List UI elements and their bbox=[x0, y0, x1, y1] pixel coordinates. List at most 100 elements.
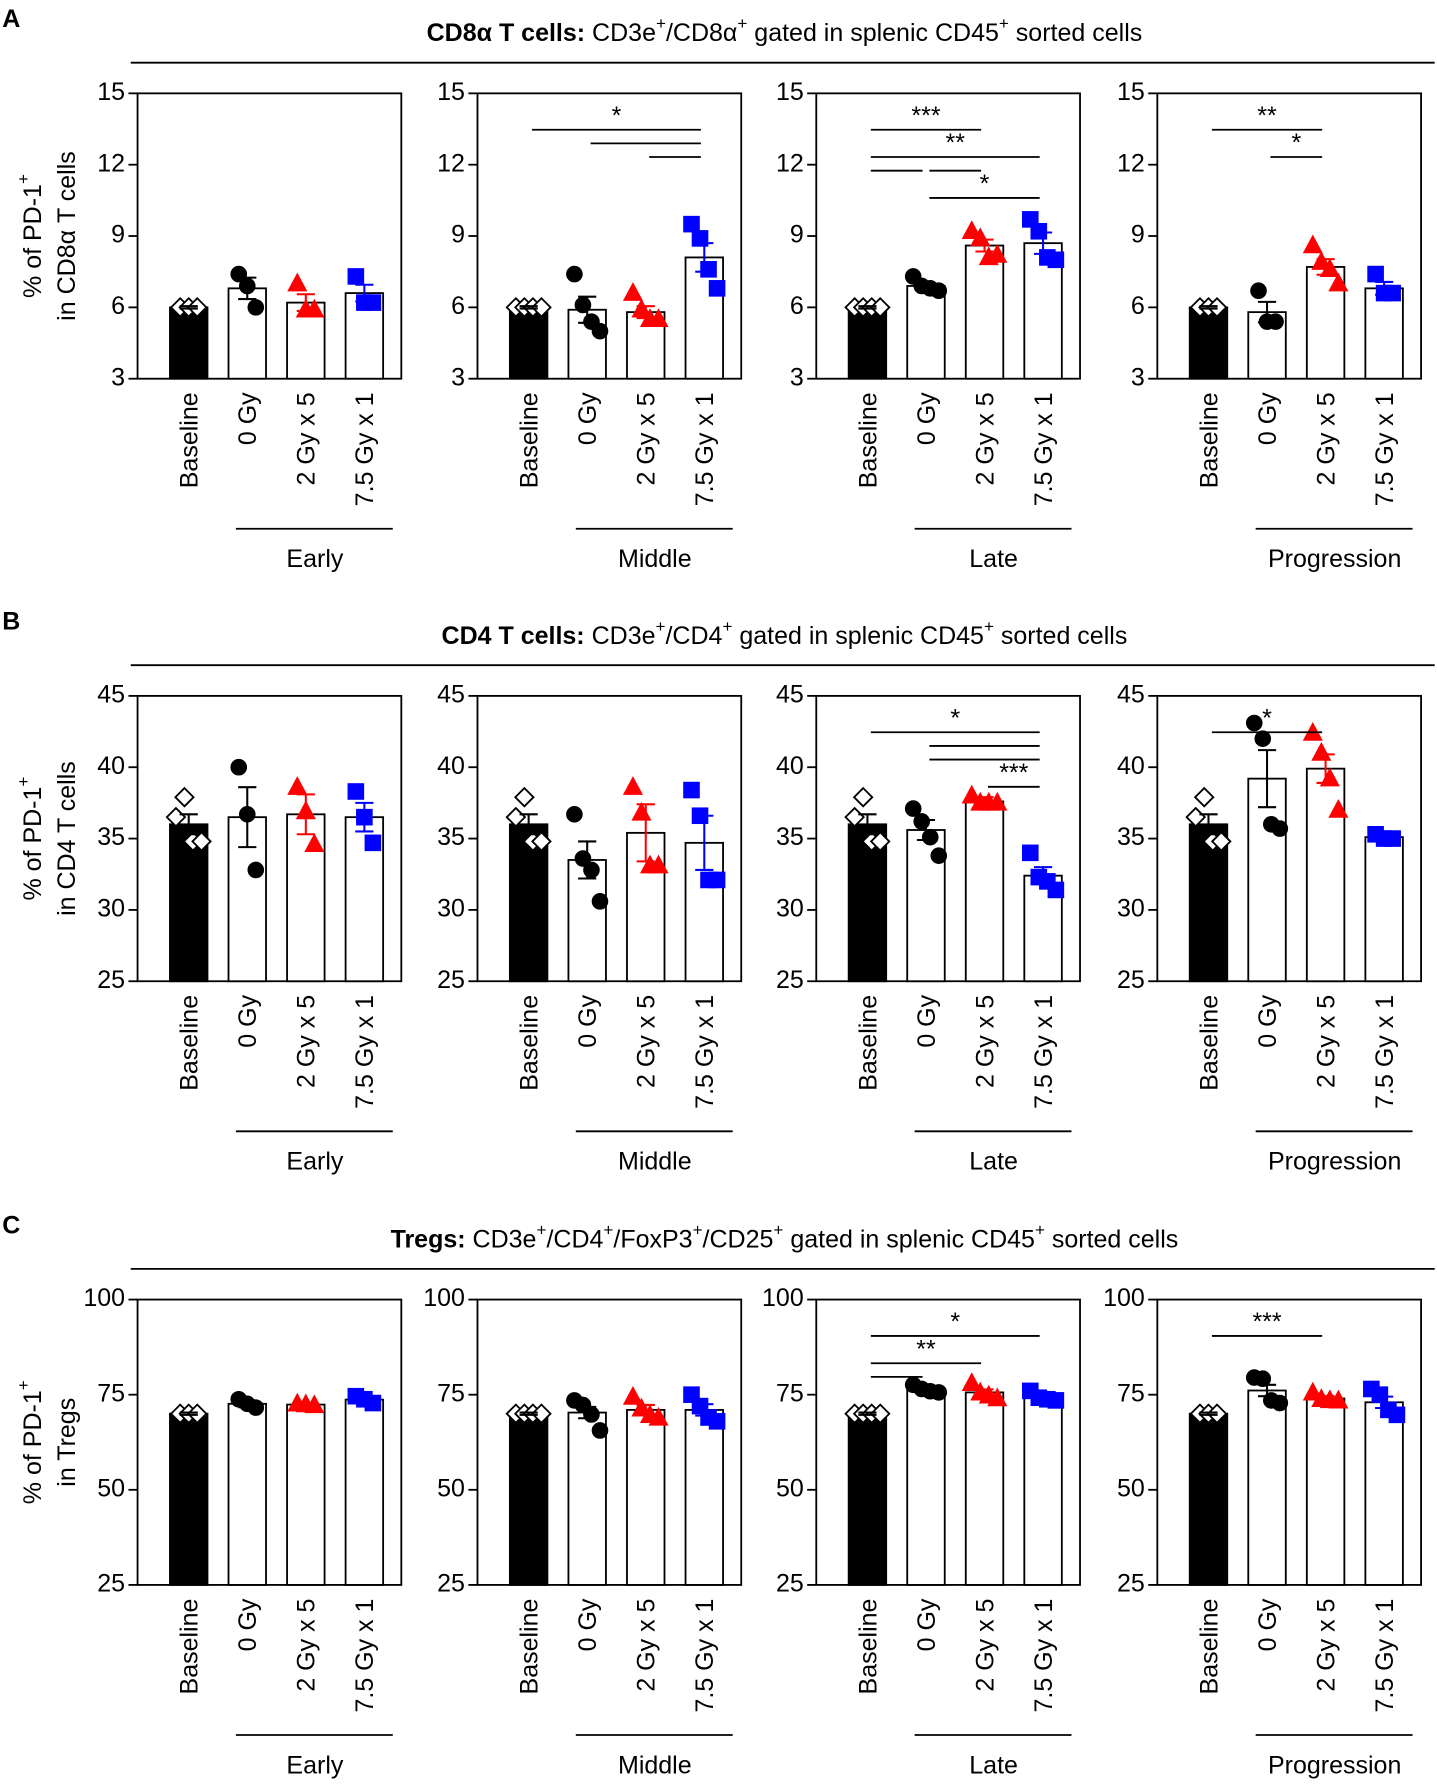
point bbox=[708, 1413, 726, 1430]
y-axis-label: % of PD-1+ bbox=[14, 777, 47, 901]
significance-label: *** bbox=[911, 102, 940, 130]
point bbox=[961, 1372, 982, 1392]
group-label: Early bbox=[286, 1148, 343, 1176]
group-label: Progression bbox=[1268, 545, 1401, 573]
plot-frame bbox=[815, 1298, 1081, 1586]
point bbox=[1302, 234, 1323, 254]
group-label: Middle bbox=[618, 545, 692, 573]
error-bar bbox=[238, 786, 257, 849]
point bbox=[1193, 786, 1215, 808]
bar bbox=[508, 306, 549, 380]
point bbox=[1254, 730, 1272, 747]
y-tick-label: 25 bbox=[776, 1570, 804, 1598]
bar bbox=[1023, 1396, 1063, 1586]
y-tick-label: 9 bbox=[790, 221, 804, 249]
point bbox=[1206, 1403, 1228, 1425]
point bbox=[186, 1403, 208, 1425]
y-axis-label: % of PD-1+ bbox=[14, 174, 47, 298]
y-tick-label: 75 bbox=[437, 1379, 465, 1407]
point bbox=[304, 298, 325, 318]
error-bar bbox=[636, 305, 655, 320]
point bbox=[1254, 1370, 1272, 1388]
bar bbox=[626, 1408, 666, 1586]
x-tick-label: 0 Gy bbox=[234, 994, 262, 1047]
error-bar bbox=[519, 813, 538, 836]
error-bar bbox=[695, 814, 714, 871]
bar bbox=[964, 1391, 1005, 1586]
point bbox=[622, 282, 643, 301]
significance-label: ** bbox=[916, 1335, 936, 1363]
point bbox=[304, 833, 325, 853]
error-bar bbox=[1257, 749, 1277, 809]
x-tick-label: Baseline bbox=[854, 392, 882, 488]
y-tick-label: 40 bbox=[97, 752, 125, 780]
y-tick-label: 45 bbox=[776, 680, 804, 708]
x-tick-label: 7.5 Gy x 1 bbox=[1371, 392, 1399, 506]
superscript: + bbox=[737, 14, 747, 33]
x-tick-label: Baseline bbox=[516, 995, 544, 1091]
point bbox=[1271, 1394, 1289, 1412]
error-bar bbox=[296, 793, 315, 836]
panel-letter: A bbox=[2, 5, 20, 33]
x-tick-label: Baseline bbox=[516, 1599, 544, 1695]
y-tick-label: 100 bbox=[83, 1284, 125, 1312]
x-tick-label: Baseline bbox=[854, 1599, 882, 1695]
y-tick-label: 15 bbox=[1117, 78, 1145, 106]
point bbox=[364, 834, 382, 852]
error-bar bbox=[1033, 866, 1053, 886]
y-tick-label: 3 bbox=[111, 363, 125, 391]
point bbox=[1328, 272, 1349, 292]
superscript: + bbox=[14, 777, 33, 787]
bar bbox=[567, 1411, 607, 1586]
y-tick-label: 30 bbox=[776, 895, 804, 923]
bar bbox=[964, 244, 1005, 380]
significance-label: *** bbox=[1252, 1308, 1281, 1336]
point bbox=[174, 786, 195, 808]
text-segment: in CD8α T cells bbox=[53, 151, 81, 321]
x-tick-label: 7.5 Gy x 1 bbox=[691, 392, 719, 506]
x-tick-label: 2 Gy x 5 bbox=[971, 392, 999, 485]
x-tick-label: 0 Gy bbox=[234, 1598, 262, 1651]
error-bar bbox=[1375, 831, 1394, 843]
text-segment: Tregs: bbox=[391, 1225, 466, 1253]
point bbox=[987, 1387, 1008, 1407]
y-tick-label: 100 bbox=[762, 1284, 804, 1312]
y-tick-label: 25 bbox=[1117, 1570, 1145, 1598]
group-label: Early bbox=[286, 545, 343, 573]
y-tick-label: 9 bbox=[111, 221, 125, 249]
significance-label: * bbox=[950, 1308, 960, 1336]
x-tick-label: 7.5 Gy x 1 bbox=[1371, 1599, 1399, 1713]
point bbox=[531, 831, 552, 852]
point bbox=[230, 758, 248, 776]
x-tick-label: 0 Gy bbox=[574, 392, 602, 445]
error-bar bbox=[296, 1402, 315, 1407]
y-tick-label: 50 bbox=[776, 1474, 804, 1502]
error-bar bbox=[238, 276, 257, 301]
error-bar bbox=[975, 796, 994, 807]
bar bbox=[169, 306, 209, 380]
point bbox=[648, 854, 669, 874]
error-bar bbox=[1199, 1411, 1218, 1416]
bar bbox=[1364, 836, 1404, 983]
error-bar bbox=[1257, 1383, 1277, 1398]
y-tick-label: 25 bbox=[437, 966, 465, 994]
point bbox=[930, 282, 948, 300]
point bbox=[1245, 714, 1263, 732]
y-axis-label: in CD4 T cells bbox=[53, 761, 81, 916]
text-segment: CD8α T cells: bbox=[427, 19, 585, 47]
text-segment: sorted cells bbox=[1009, 19, 1142, 47]
superscript: + bbox=[536, 1220, 546, 1239]
point bbox=[869, 1403, 891, 1425]
bar bbox=[684, 1408, 724, 1586]
point bbox=[1250, 282, 1267, 300]
x-tick-label: 2 Gy x 5 bbox=[633, 995, 661, 1088]
significance-label: ** bbox=[1257, 102, 1277, 130]
x-tick-label: 2 Gy x 5 bbox=[293, 995, 321, 1088]
x-tick-label: 7.5 Gy x 1 bbox=[1030, 1599, 1058, 1713]
x-tick-label: Baseline bbox=[1195, 1599, 1223, 1695]
point bbox=[191, 831, 212, 852]
y-tick-label: 3 bbox=[790, 363, 804, 391]
x-tick-label: 2 Gy x 5 bbox=[293, 392, 321, 485]
y-tick-label: 35 bbox=[437, 823, 465, 851]
